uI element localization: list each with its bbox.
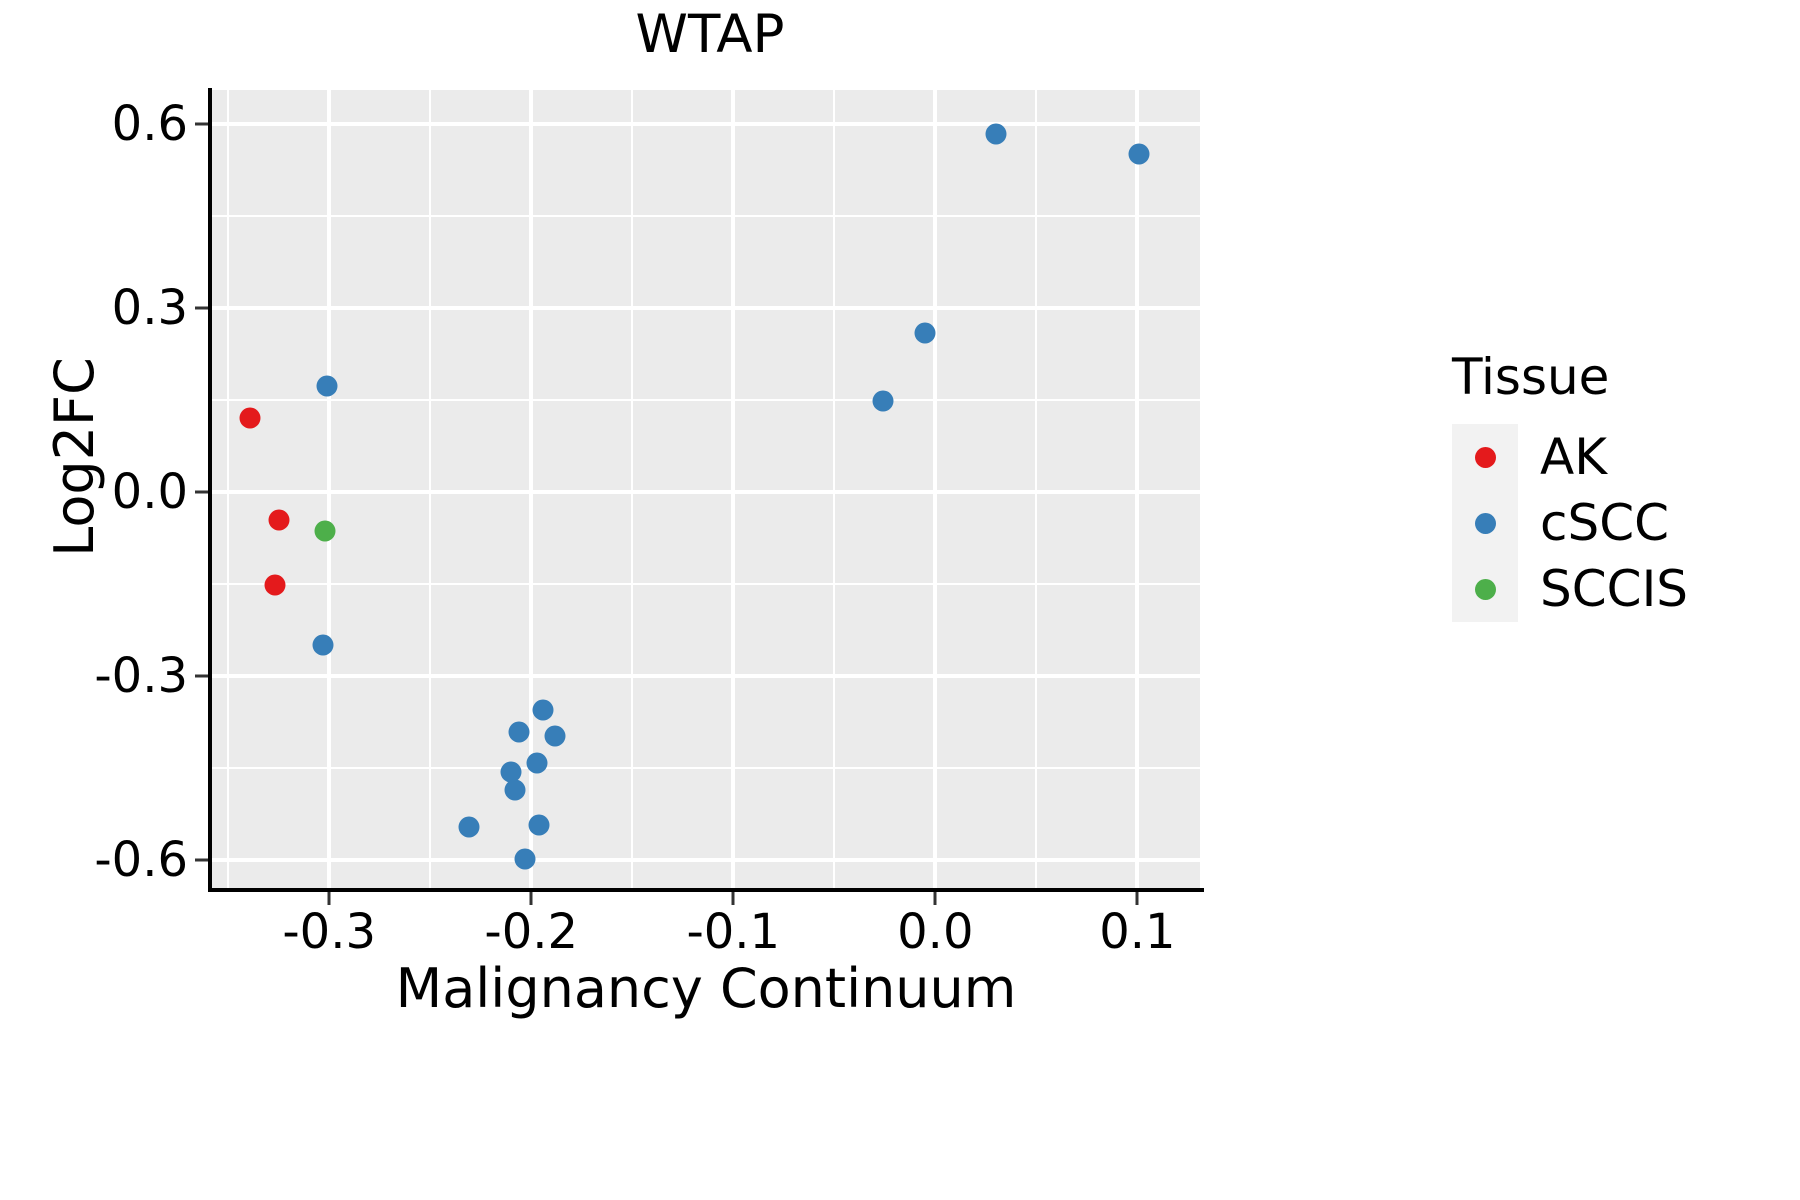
legend: Tissue AK cSCC SCCIS: [1452, 352, 1688, 622]
data-point-cscc: [508, 721, 530, 743]
gridline-y-minor: [212, 398, 1200, 401]
legend-entry-label: SCCIS: [1540, 560, 1689, 618]
legend-dot-icon: [1474, 446, 1496, 468]
gridline-y-major: [212, 674, 1200, 679]
legend-entries: AK cSCC SCCIS: [1452, 424, 1688, 622]
legend-title: Tissue: [1452, 348, 1610, 406]
data-point-cscc: [872, 390, 894, 412]
y-tick-mark: [195, 306, 208, 310]
x-tick-mark: [1135, 892, 1139, 905]
gridline-y-minor: [212, 767, 1200, 770]
data-point-ak: [268, 509, 290, 531]
gridline-x-major: [731, 90, 736, 888]
y-axis-line: [208, 88, 212, 892]
legend-key-swatch: [1452, 490, 1518, 556]
x-tick-label: -0.2: [484, 904, 579, 960]
x-tick-mark: [529, 892, 533, 905]
y-tick-mark: [195, 858, 208, 862]
x-tick-mark: [933, 892, 937, 905]
data-point-ak: [264, 574, 286, 596]
x-tick-label: 0.0: [897, 904, 974, 960]
legend-key-swatch: [1452, 556, 1518, 622]
x-axis-line: [208, 888, 1204, 892]
gridline-x-minor: [833, 90, 836, 888]
gridline-y-minor: [212, 214, 1200, 217]
data-point-cscc: [514, 848, 536, 870]
y-tick-label: -0.3: [94, 648, 188, 705]
data-point-cscc: [504, 779, 526, 801]
gridline-x-major: [529, 90, 534, 888]
data-point-sccis: [314, 520, 336, 542]
gridline-x-major: [933, 90, 938, 888]
gridline-y-major: [212, 305, 1200, 310]
gridline-x-minor: [429, 90, 432, 888]
page-title: WTAP: [635, 4, 785, 65]
x-tick-mark: [327, 892, 331, 905]
y-tick-mark: [195, 674, 208, 678]
data-point-cscc: [985, 123, 1007, 145]
gridline-x-major: [327, 90, 332, 888]
gridline-y-major: [212, 858, 1200, 863]
data-point-cscc: [500, 761, 522, 783]
data-point-ak: [239, 407, 261, 429]
gridline-y-major: [212, 121, 1200, 126]
x-axis-label: Malignancy Continuum: [395, 957, 1017, 1020]
legend-dot-icon: [1474, 512, 1496, 534]
legend-entry-sccis[interactable]: SCCIS: [1452, 556, 1688, 622]
legend-key-swatch: [1452, 424, 1518, 490]
data-point-cscc: [1128, 143, 1150, 165]
y-tick-label: 0.6: [111, 95, 188, 152]
gridline-y-minor: [212, 583, 1200, 586]
data-point-cscc: [528, 814, 550, 836]
data-point-cscc: [312, 634, 334, 656]
y-tick-label: 0.0: [111, 464, 188, 521]
gridline-x-minor: [631, 90, 634, 888]
x-tick-label: -0.1: [686, 904, 781, 960]
legend-dot-icon: [1474, 578, 1496, 600]
data-point-cscc: [316, 375, 338, 397]
legend-entry-ak[interactable]: AK: [1452, 424, 1688, 490]
data-point-cscc: [458, 816, 480, 838]
gridline-x-minor: [1035, 90, 1038, 888]
data-point-cscc: [544, 725, 566, 747]
data-point-cscc: [532, 699, 554, 721]
gridline-x-minor: [227, 90, 230, 888]
y-tick-mark: [195, 490, 208, 494]
x-tick-mark: [731, 892, 735, 905]
x-tick-label: -0.3: [282, 904, 376, 960]
y-tick-label: -0.6: [94, 832, 188, 889]
data-point-cscc: [526, 752, 548, 774]
gridline-y-major: [212, 490, 1200, 495]
legend-entry-cscc[interactable]: cSCC: [1452, 490, 1688, 556]
data-point-cscc: [914, 322, 936, 344]
y-tick-label: 0.3: [111, 279, 188, 336]
y-axis-label: Log2FC: [43, 357, 106, 557]
legend-entry-label: cSCC: [1540, 494, 1670, 552]
plot-panel: [212, 90, 1200, 888]
gridline-x-major: [1135, 90, 1140, 888]
y-tick-mark: [195, 122, 208, 126]
x-tick-label: 0.1: [1099, 904, 1176, 960]
legend-entry-label: AK: [1540, 428, 1607, 486]
